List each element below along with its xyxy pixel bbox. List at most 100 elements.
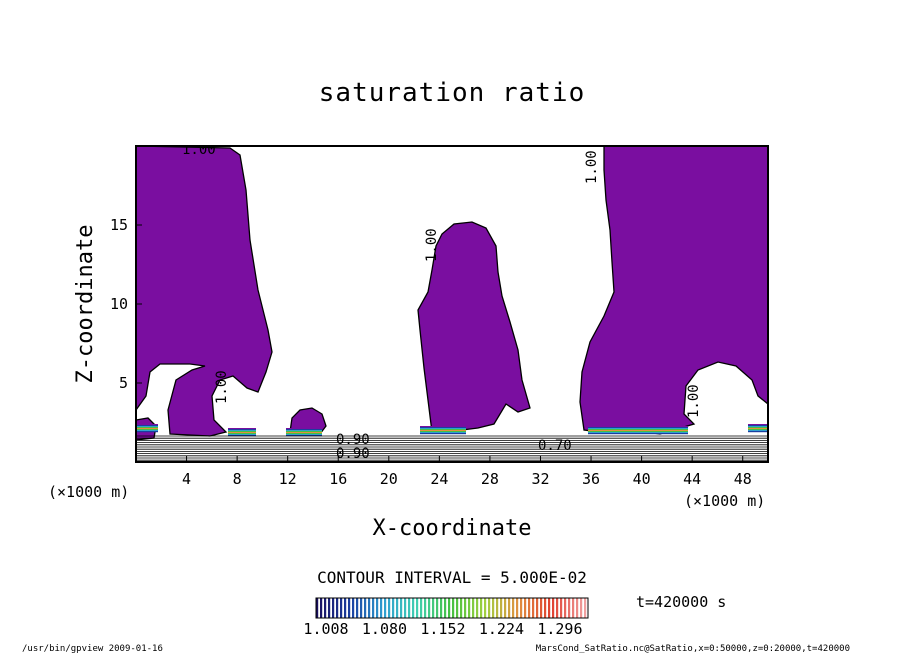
- strip-band: [420, 427, 466, 429]
- contour-label: 1.00: [686, 384, 702, 418]
- colorbar-tick-label: 1.296: [537, 620, 582, 638]
- x-tick-label: 16: [329, 470, 347, 488]
- strip-band: [588, 427, 688, 429]
- strip-band: [748, 430, 768, 432]
- strip-band: [228, 431, 256, 433]
- colorbar-swatch: [412, 598, 415, 618]
- strip-band: [748, 425, 768, 427]
- colorbar-swatch: [564, 598, 567, 618]
- colorbar-swatch: [532, 598, 535, 618]
- strip-band: [136, 427, 158, 429]
- colorbar-swatch: [428, 598, 431, 618]
- contour-label: 1.00: [214, 370, 230, 404]
- plot-area: 1.00 1.00 1.00 1.00 1.00 0.900.90 0.70: [136, 142, 768, 462]
- colorbar-swatch: [572, 598, 575, 618]
- chart-title: saturation ratio: [319, 78, 585, 108]
- colorbar-swatch: [468, 598, 471, 618]
- strip-band: [136, 428, 158, 430]
- strip-band: [748, 424, 768, 426]
- strip-band: [588, 433, 688, 435]
- x-tick-label: 4: [182, 470, 191, 488]
- strip-band: [136, 426, 158, 428]
- colorbar-swatch: [340, 598, 343, 618]
- colorbar-swatch: [384, 598, 387, 618]
- colorbar-frame: [315, 597, 589, 619]
- strip-band: [228, 434, 256, 436]
- strip-band: [136, 430, 158, 432]
- colorbar-swatch: [576, 598, 579, 618]
- colorbar-swatch: [456, 598, 459, 618]
- colorbar-ticks: 1.008 1.080 1.152 1.224 1.296: [303, 620, 582, 638]
- contour-label: 1.00: [584, 150, 600, 184]
- x-unit-right: (×1000 m): [684, 492, 765, 510]
- saturated-region-right: [579, 146, 768, 435]
- strip-band: [228, 432, 256, 434]
- colorbar-swatch: [352, 598, 355, 618]
- colorbar-swatch: [440, 598, 443, 618]
- surface-contour-lines: [136, 435, 768, 461]
- strip-band: [228, 428, 256, 430]
- strip-band: [588, 428, 688, 430]
- colorbar-swatch: [580, 598, 583, 618]
- colorbar-swatch: [316, 598, 319, 618]
- colorbar-swatch: [548, 598, 551, 618]
- x-tick-label: 28: [481, 470, 499, 488]
- strip-band: [286, 433, 322, 435]
- colorbar-swatch: [400, 598, 403, 618]
- strip-band: [588, 429, 688, 431]
- colorbar-swatch: [444, 598, 447, 618]
- strip-band: [420, 430, 466, 432]
- strip-band: [588, 426, 688, 428]
- footer-right: MarsCond_SatRatio.nc@SatRatio,x=0:50000,…: [536, 644, 850, 654]
- colorbar-swatch: [524, 598, 527, 618]
- strip-band: [420, 426, 466, 428]
- colorbar-swatch: [388, 598, 391, 618]
- colorbar-swatch: [512, 598, 515, 618]
- contour-label: 1.00: [182, 142, 216, 158]
- colorbar: [316, 598, 587, 618]
- strip-band: [136, 429, 158, 431]
- colorbar-swatch: [448, 598, 451, 618]
- colorbar-swatch: [452, 598, 455, 618]
- colorbar-swatch: [492, 598, 495, 618]
- strip-band: [286, 432, 322, 434]
- y-axis-label: Z-coordinate: [73, 225, 98, 384]
- colorbar-swatch: [460, 598, 463, 618]
- x-tick-label: 12: [279, 470, 297, 488]
- colorbar-tick-label: 1.152: [420, 620, 465, 638]
- strip-band: [420, 428, 466, 430]
- x-tick-label: 48: [734, 470, 752, 488]
- colorbar-swatch: [328, 598, 331, 618]
- colorbar-swatch: [476, 598, 479, 618]
- colorbar-swatch: [364, 598, 367, 618]
- colorbar-swatch: [392, 598, 395, 618]
- contour-label: 0.90: [336, 446, 370, 462]
- colorbar-swatch: [404, 598, 407, 618]
- strip-band: [420, 429, 466, 431]
- colorbar-swatch: [368, 598, 371, 618]
- strip-band: [588, 431, 688, 433]
- strip-band: [136, 425, 158, 427]
- time-label: t=420000 s: [636, 593, 726, 611]
- y-tick-label: 10: [110, 295, 128, 313]
- colorbar-swatch: [480, 598, 483, 618]
- x-tick-label: 36: [582, 470, 600, 488]
- y-tick-label: 15: [110, 216, 128, 234]
- strip-band: [588, 430, 688, 432]
- colorbar-swatch: [520, 598, 523, 618]
- colorbar-swatch: [568, 598, 571, 618]
- colorbar-swatch: [360, 598, 363, 618]
- x-tick-label: 32: [531, 470, 549, 488]
- strip-band: [420, 433, 466, 435]
- colorbar-swatch: [556, 598, 559, 618]
- strip-band: [228, 429, 256, 431]
- colorbar-swatch: [560, 598, 563, 618]
- x-tick-label: 44: [683, 470, 701, 488]
- colorbar-swatch: [408, 598, 411, 618]
- contour-label: 0.90: [336, 432, 370, 448]
- colorbar-tick-label: 1.080: [362, 620, 407, 638]
- strip-band: [588, 432, 688, 434]
- strip-band: [748, 428, 768, 430]
- colorbar-swatch: [372, 598, 375, 618]
- colorbar-swatch: [504, 598, 507, 618]
